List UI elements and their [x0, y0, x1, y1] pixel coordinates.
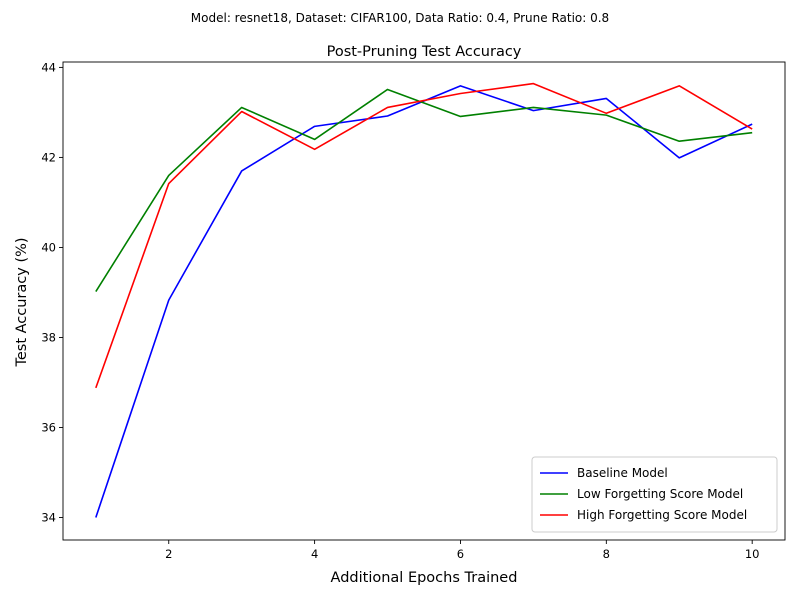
series-line-3: [95, 82, 753, 389]
series-line-2: [95, 88, 753, 292]
plot-area: 2 4 6 8 10 34 36 38 40 42 44: [41, 60, 786, 561]
y-tick-label: 42: [41, 150, 56, 164]
y-axis-label: Test Accuracy (%): [14, 237, 30, 367]
x-tick-label: 6: [457, 547, 464, 561]
x-tick-label: 2: [165, 547, 172, 561]
figure-suptitle: Model: resnet18, Dataset: CIFAR100, Data…: [191, 11, 609, 25]
legend-label: High Forgetting Score Model: [577, 508, 747, 522]
legend: Baseline Model Low Forgetting Score Model…: [531, 456, 778, 533]
x-tick-label: 4: [311, 547, 318, 561]
chart-title: Post-Pruning Test Accuracy: [327, 44, 522, 60]
legend-label: Baseline Model: [577, 466, 668, 480]
y-tick-label: 38: [41, 330, 56, 344]
x-tick-label: 10: [745, 547, 760, 561]
axes-frame: [62, 61, 786, 541]
legend-box: [531, 456, 778, 533]
y-tick-label: 40: [41, 240, 56, 254]
y-tick-label: 44: [41, 60, 56, 74]
legend-label: Low Forgetting Score Model: [577, 487, 743, 501]
x-tick-label: 8: [603, 547, 610, 561]
y-tick-label: 36: [41, 420, 56, 434]
x-axis-label: Additional Epochs Trained: [331, 570, 518, 586]
y-tick-label: 34: [41, 510, 56, 524]
